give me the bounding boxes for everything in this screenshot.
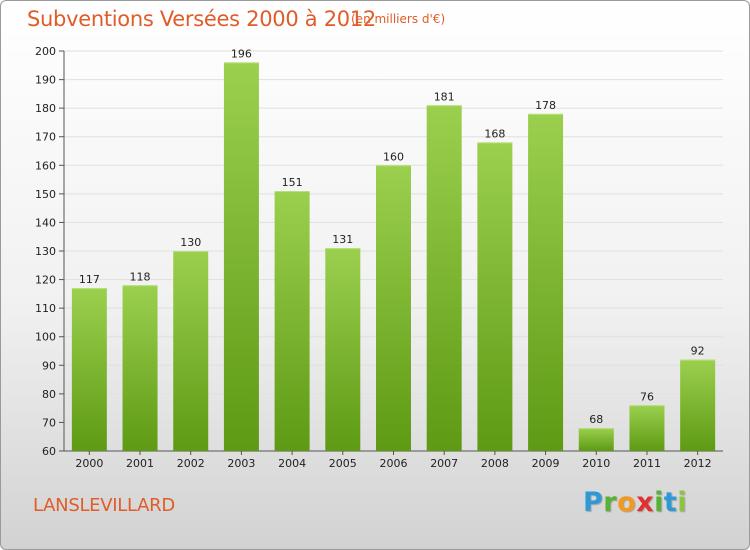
bar-value-label: 130 <box>180 236 201 249</box>
bar <box>122 285 158 451</box>
bar-value-label: 178 <box>535 99 556 112</box>
bar-value-label: 131 <box>332 233 353 246</box>
y-tick-label: 100 <box>35 331 56 344</box>
bar <box>426 105 462 452</box>
chart-subtitle: (en milliers d'€) <box>351 12 446 26</box>
bar-value-label: 68 <box>589 413 603 426</box>
logo-letter: i <box>654 487 664 518</box>
x-tick-label: 2012 <box>684 457 712 470</box>
chart-title: Subventions Versées 2000 à 2012 <box>27 7 376 31</box>
bar <box>528 113 564 451</box>
y-tick-labels: 60 70 80 90 100 110 120 130 140 150 160 170 180 190 20… <box>35 45 56 458</box>
x-tick-label: 2004 <box>278 457 306 470</box>
bar <box>223 62 259 452</box>
x-tick-label: 2005 <box>329 457 357 470</box>
y-tick-label: 190 <box>35 74 56 87</box>
bar-value-label: 118 <box>130 270 151 283</box>
place-name: LANSLEVILLARD <box>33 495 175 516</box>
x-tick-label: 2001 <box>126 457 154 470</box>
bars <box>71 62 716 452</box>
y-tick-label: 200 <box>35 45 56 58</box>
x-tick-labels: 2000 2001 2002 2003 2004 2005 2006 2007 2008 2009… <box>75 457 711 470</box>
x-tick-label: 2010 <box>582 457 610 470</box>
bar <box>173 251 209 451</box>
y-tick-label: 160 <box>35 159 56 172</box>
y-tick-label: 150 <box>35 188 56 201</box>
bar <box>629 405 665 451</box>
proxiti-logo: Proxiti <box>583 487 687 518</box>
y-tick-label: 120 <box>35 274 56 287</box>
bar-value-label: 76 <box>640 390 654 403</box>
x-tick-label: 2002 <box>177 457 205 470</box>
y-tick-label: 140 <box>35 216 56 229</box>
y-tick-label: 60 <box>42 445 56 458</box>
bar <box>680 359 716 451</box>
bar-value-label: 168 <box>484 127 505 140</box>
y-tick-label: 80 <box>42 388 56 401</box>
x-tick-label: 2007 <box>430 457 458 470</box>
bar-value-label: 151 <box>282 176 303 189</box>
y-tick-label: 170 <box>35 131 56 144</box>
x-tick-label: 2000 <box>75 457 103 470</box>
y-tick-label: 90 <box>42 359 56 372</box>
y-tick-label: 70 <box>42 416 56 429</box>
y-tick-label: 130 <box>35 245 56 258</box>
logo-letter: r <box>603 487 618 518</box>
bar <box>325 248 361 451</box>
bar <box>477 142 513 451</box>
x-tick-label: 2008 <box>481 457 509 470</box>
bar <box>274 191 310 451</box>
bar-value-label: 160 <box>383 150 404 163</box>
bar <box>376 165 411 452</box>
bar <box>578 428 614 451</box>
bar-value-label: 196 <box>231 47 252 60</box>
x-tick-label: 2006 <box>380 457 408 470</box>
bar-value-label: 181 <box>434 90 455 103</box>
y-tick-label: 110 <box>35 302 56 315</box>
x-tick-label: 2011 <box>633 457 661 470</box>
value-labels: 117 118 130 196 151 131 160 181 168 178 68 76 92 <box>79 47 705 426</box>
logo-letter: P <box>583 487 604 518</box>
logo-letter: t <box>663 487 678 518</box>
x-tick-label: 2003 <box>227 457 255 470</box>
bar <box>71 288 107 451</box>
bar-value-label: 117 <box>79 273 100 286</box>
logo-letter: o <box>617 487 637 518</box>
x-tick-label: 2009 <box>532 457 560 470</box>
logo-letter: i <box>677 487 688 518</box>
bar-value-label: 92 <box>691 345 705 358</box>
logo-letter: x <box>636 487 655 518</box>
y-tick-label: 180 <box>35 102 56 115</box>
